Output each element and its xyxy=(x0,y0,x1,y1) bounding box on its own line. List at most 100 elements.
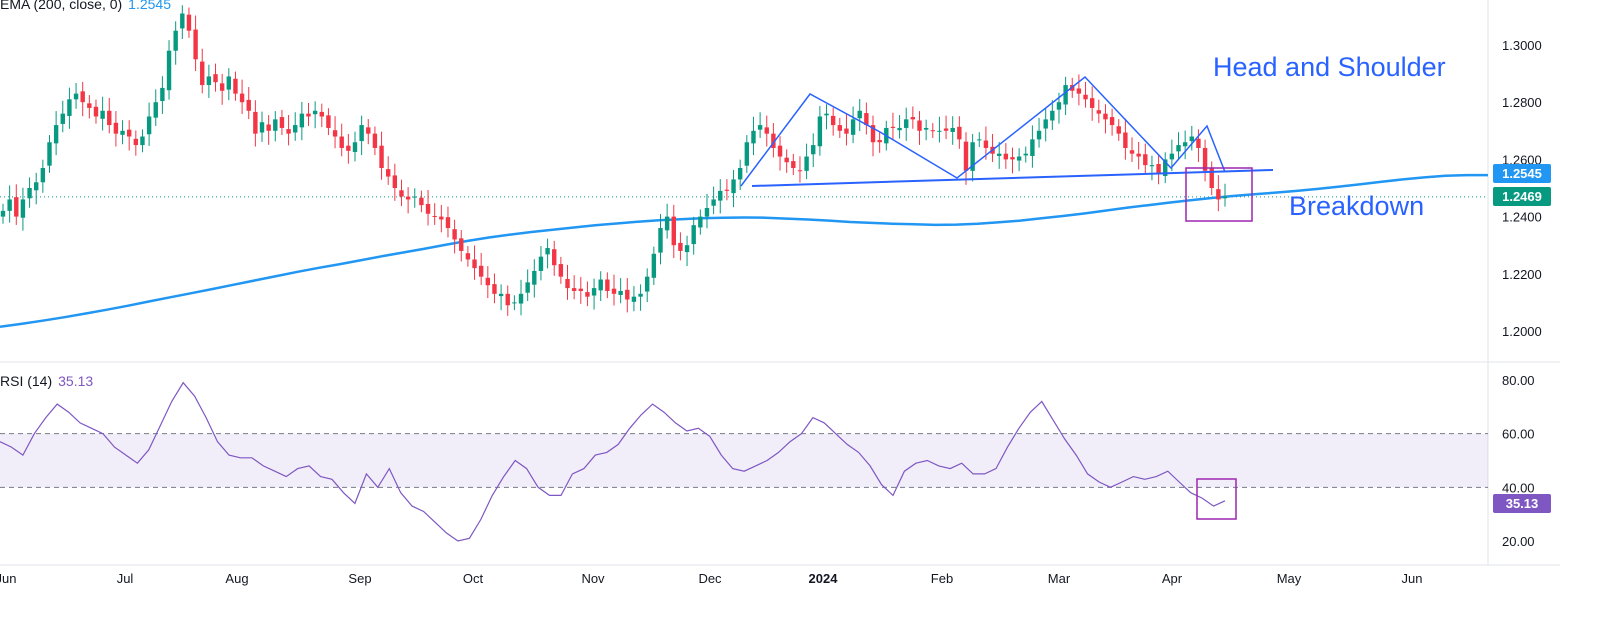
candle xyxy=(200,48,205,94)
candle xyxy=(651,246,657,285)
candle xyxy=(306,103,311,126)
candle xyxy=(1222,183,1228,207)
candle xyxy=(73,83,79,109)
candle xyxy=(1149,155,1155,181)
candle xyxy=(1182,130,1188,160)
candle xyxy=(811,133,816,168)
candle xyxy=(40,159,46,193)
rsi-band xyxy=(0,433,1488,488)
candle xyxy=(1096,99,1102,124)
candle xyxy=(425,190,431,226)
candle xyxy=(1202,139,1208,182)
candle xyxy=(20,187,26,231)
candle xyxy=(757,112,763,138)
candle xyxy=(1116,119,1121,141)
candle xyxy=(1156,155,1161,185)
candle xyxy=(618,278,623,304)
ema-path xyxy=(0,173,1488,328)
time-tick-label: Jun xyxy=(1402,571,1423,586)
candle xyxy=(206,64,212,98)
rsi-axis[interactable]: 80.00 60.00 40.00 20.00 xyxy=(1502,373,1535,549)
candle xyxy=(844,114,849,146)
candle xyxy=(983,126,989,160)
candle xyxy=(432,203,437,225)
candle xyxy=(326,108,331,136)
candle xyxy=(412,188,417,208)
candle xyxy=(963,132,969,185)
candle xyxy=(107,97,112,134)
candle xyxy=(751,116,756,156)
ema-line xyxy=(0,173,1488,328)
candle xyxy=(904,107,909,141)
candle xyxy=(366,119,371,145)
candle xyxy=(439,204,444,233)
candle xyxy=(1089,86,1095,121)
candle xyxy=(266,115,271,145)
candle xyxy=(698,209,703,235)
candle xyxy=(392,163,398,201)
ema-indicator-label[interactable]: EMA (200, close, 0) 1.2545 xyxy=(0,0,171,12)
candle xyxy=(585,281,590,307)
time-tick-label: Apr xyxy=(1162,571,1183,586)
candle xyxy=(824,104,829,130)
candle xyxy=(797,156,803,183)
candle xyxy=(219,73,225,105)
candle xyxy=(565,264,570,300)
candle xyxy=(233,71,238,101)
candle xyxy=(273,111,278,142)
candle xyxy=(691,216,696,255)
candle xyxy=(943,115,949,140)
time-tick-label: Aug xyxy=(225,571,248,586)
candle xyxy=(332,116,338,149)
time-tick-label: Jun xyxy=(0,571,16,586)
rsi-indicator-label[interactable]: RSI (14) 35.13 xyxy=(0,373,93,389)
candle xyxy=(1003,143,1009,169)
candle xyxy=(737,159,743,191)
price-axis[interactable]: 1.3000 1.2800 1.2600 1.2400 1.2200 1.2000 xyxy=(1502,38,1542,339)
candle xyxy=(591,278,597,310)
candle xyxy=(113,111,119,147)
candle xyxy=(140,129,145,153)
candle xyxy=(791,153,796,176)
rsi-tick-label: 60.00 xyxy=(1502,427,1535,442)
candle xyxy=(505,285,510,316)
candle xyxy=(1050,100,1055,130)
candle xyxy=(472,245,477,280)
candle xyxy=(1043,107,1048,142)
candle xyxy=(664,203,670,239)
candle xyxy=(126,120,132,151)
pattern-annotation: Head and Shoulder xyxy=(1213,52,1446,82)
head-shoulder-outline xyxy=(740,75,1226,187)
candle xyxy=(512,295,517,311)
candle xyxy=(605,272,610,299)
candle xyxy=(100,96,105,131)
candle xyxy=(286,115,291,146)
candle xyxy=(864,102,869,135)
candles xyxy=(0,5,1228,316)
time-tick-label: Sep xyxy=(348,571,371,586)
ema-price-badge: 1.2545 xyxy=(1493,164,1551,183)
candle xyxy=(611,274,617,306)
price-tick-label: 1.2600 xyxy=(1502,152,1542,167)
candle xyxy=(571,275,577,300)
candle xyxy=(120,120,125,145)
candle xyxy=(1030,125,1035,168)
candle xyxy=(60,100,65,133)
candle xyxy=(379,131,384,180)
candle xyxy=(817,105,823,156)
candle xyxy=(930,123,935,138)
candle xyxy=(1123,118,1128,160)
candle xyxy=(804,143,809,180)
candle xyxy=(552,240,557,276)
candle xyxy=(897,115,902,139)
candle xyxy=(1036,117,1042,148)
candle xyxy=(1209,161,1214,196)
time-axis[interactable]: Jun Jul Aug Sep Oct Nov Dec 2024 Feb Mar Apr May Jun xyxy=(0,571,1422,586)
candle xyxy=(950,116,955,145)
candle xyxy=(1176,132,1181,160)
candle xyxy=(1103,104,1108,134)
candle xyxy=(678,232,683,261)
candle xyxy=(977,132,982,148)
candle xyxy=(771,123,776,158)
